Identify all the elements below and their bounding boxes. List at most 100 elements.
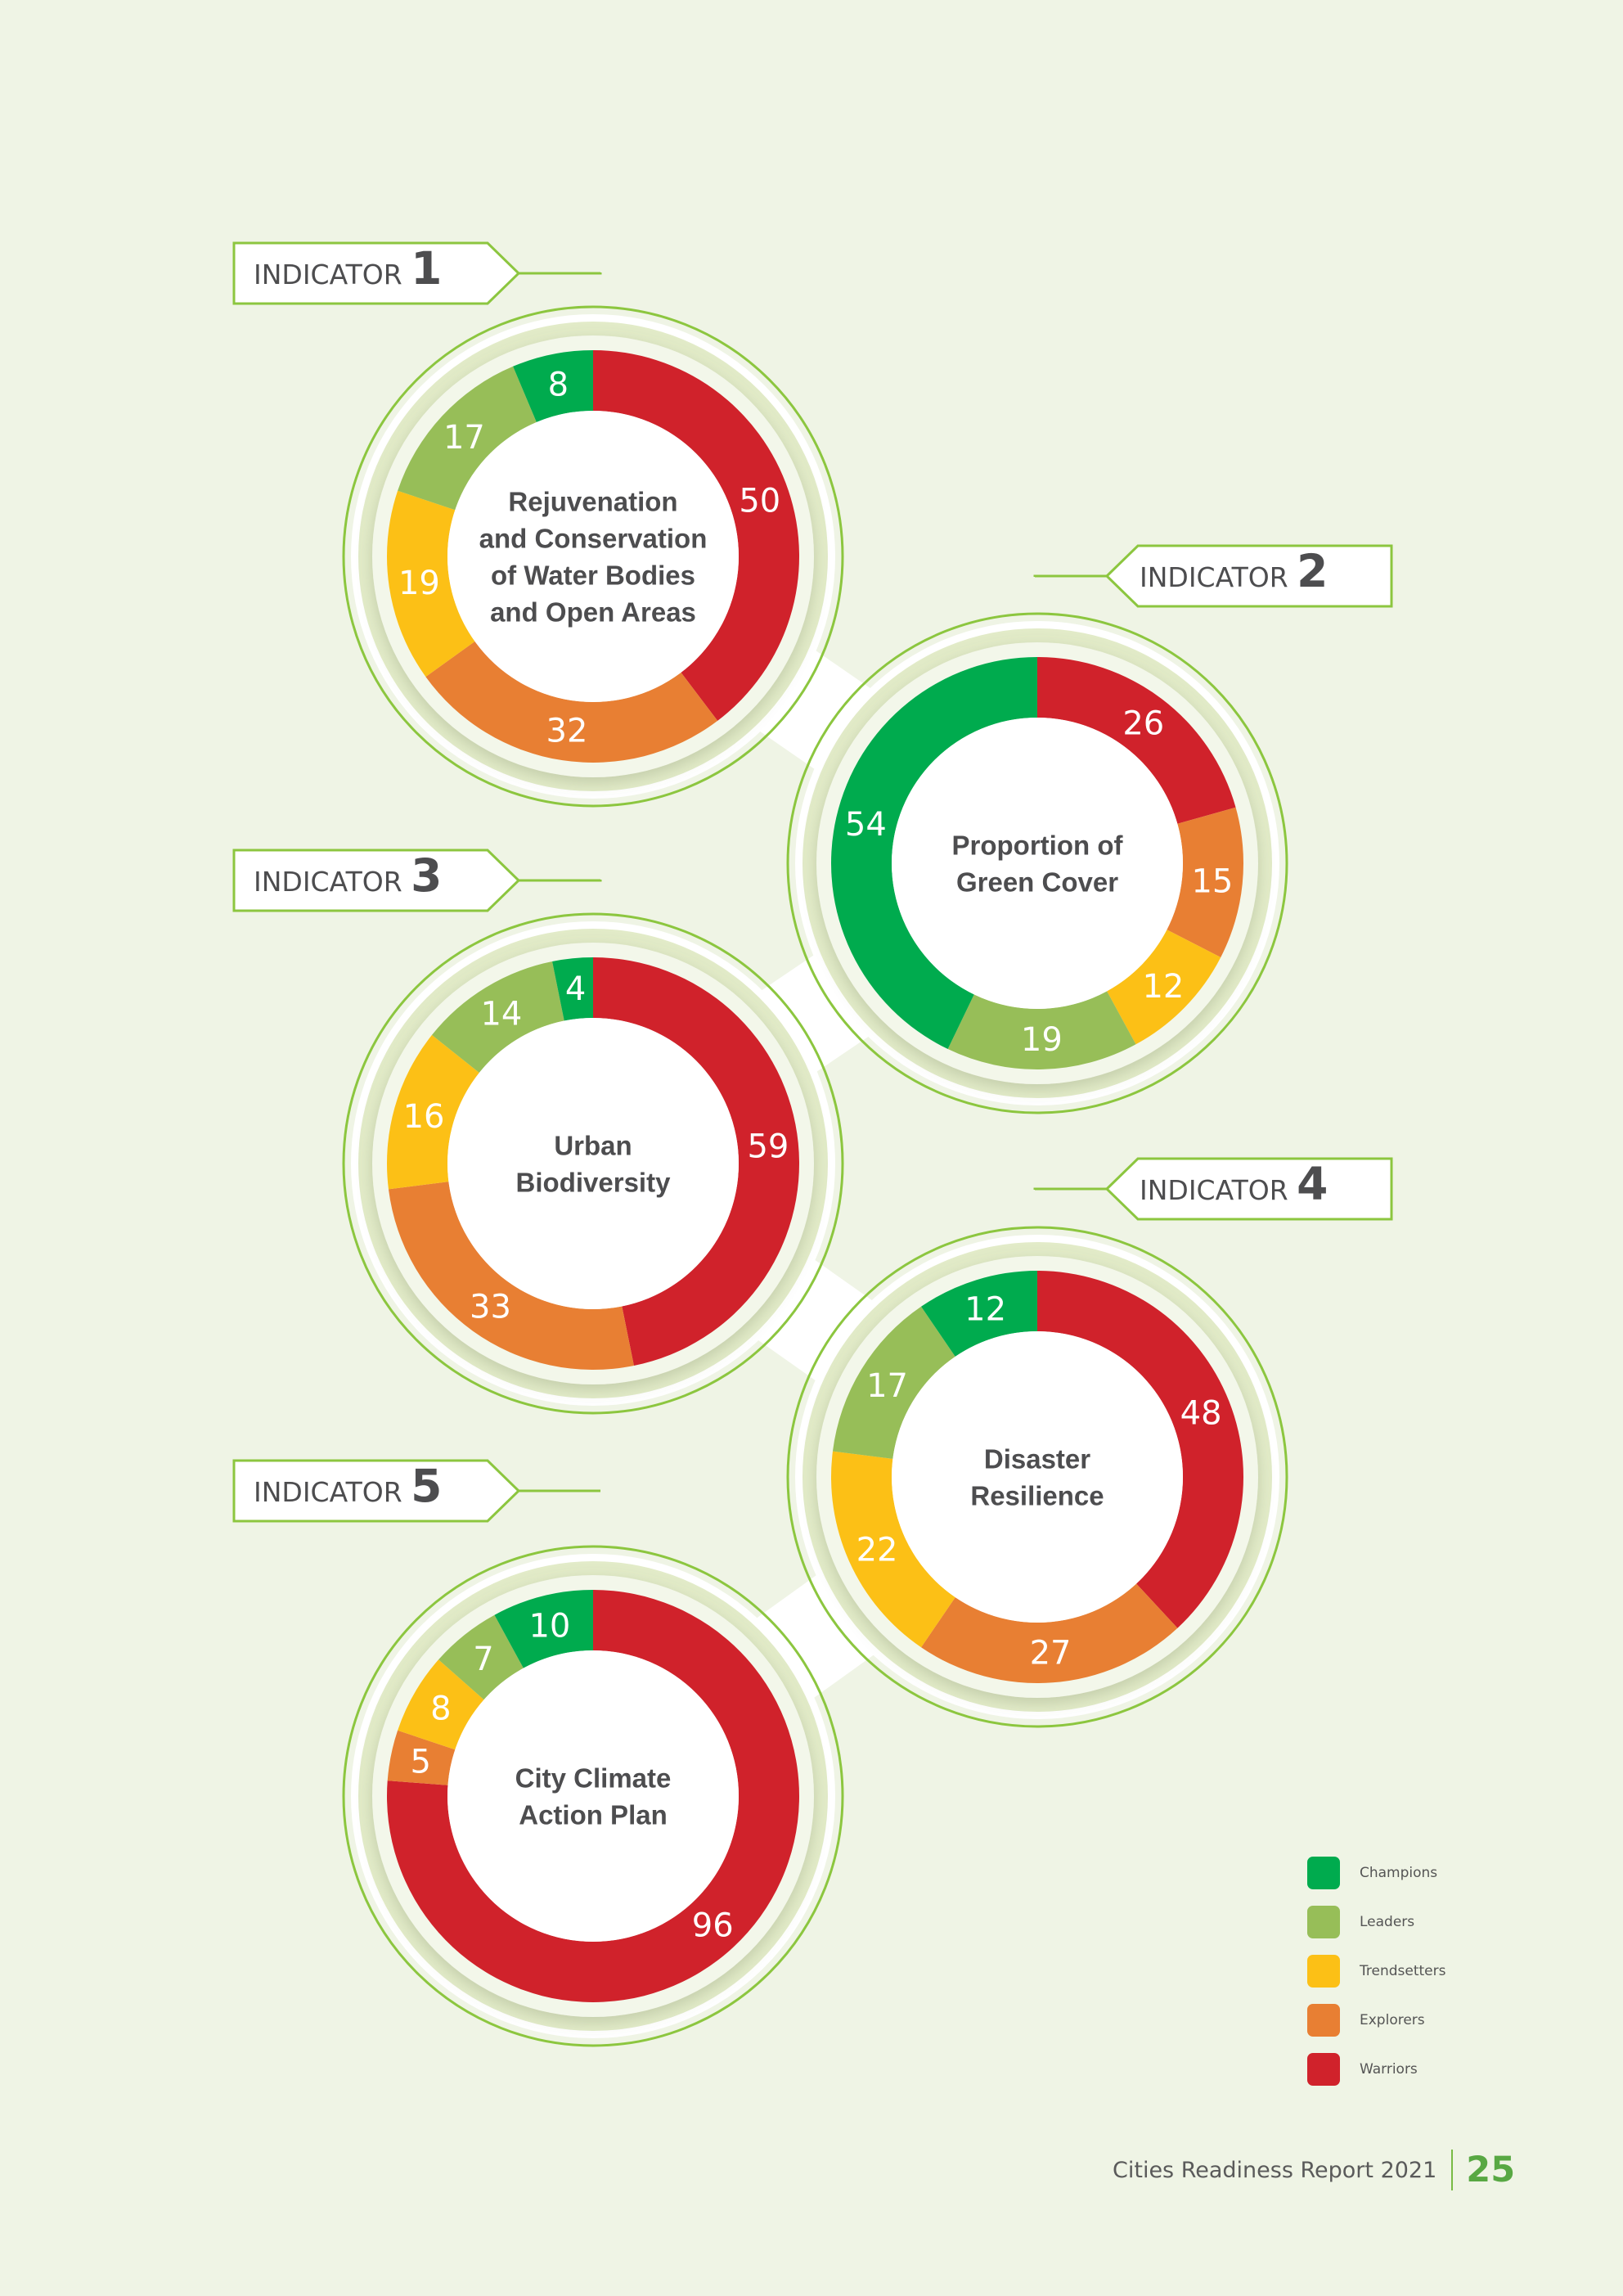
arc-leaders	[832, 1306, 955, 1459]
indicator-title: Action Plan	[519, 1800, 668, 1830]
tag-frame	[232, 1459, 521, 1523]
value-label-warriors: 96	[692, 1907, 734, 1945]
arc-explorers	[425, 641, 718, 763]
arc-explorers	[388, 1182, 634, 1370]
indicator-tag-2: INDICATOR 2	[1033, 544, 1393, 608]
value-label-champions: 8	[548, 366, 569, 403]
page-number: 25	[1466, 2150, 1516, 2190]
indicator-number: 1	[411, 242, 442, 295]
outer-ring	[342, 912, 844, 1415]
indicator-title: City Climate	[515, 1763, 672, 1794]
value-label-trendsetters: 12	[1142, 968, 1184, 1006]
indicator-tag-4: INDICATOR 4	[1033, 1157, 1393, 1221]
value-label-champions: 12	[964, 1291, 1006, 1329]
arc-trendsetters	[387, 1034, 479, 1190]
center-disc	[447, 1018, 739, 1309]
tag-frame	[232, 849, 521, 912]
tag-leader-line	[519, 272, 602, 275]
arc-champions	[513, 350, 593, 422]
indicator-title: and Conservation	[479, 524, 708, 554]
legend-item-trendsetters: Trendsetters	[1307, 1947, 1445, 1996]
indicator-number: 2	[1297, 545, 1328, 597]
indicator-3-donut: 59 33 16 14 4 Urban Biodiversity	[342, 912, 844, 1415]
legend-label-leaders: Leaders	[1360, 1914, 1415, 1930]
value-label-leaders: 17	[443, 419, 485, 457]
arc-trendsetters	[387, 490, 475, 678]
tag-frame	[1104, 544, 1393, 608]
indicator-title: and Open Areas	[490, 597, 696, 628]
indicator-title: Rejuvenation	[508, 487, 677, 517]
arc-champions	[830, 657, 1037, 1050]
value-label-champions: 10	[528, 1608, 570, 1645]
outer-ring	[342, 305, 844, 808]
indicator-label: INDICATOR 4	[1140, 1158, 1328, 1210]
report-title: Cities Readiness Report 2021	[1113, 2157, 1437, 2183]
tag-frame	[232, 241, 521, 305]
indicator-title: Proportion of	[952, 831, 1124, 861]
arc-champions	[921, 1271, 1037, 1357]
outer-ring	[786, 1226, 1288, 1728]
legend-swatch-explorers	[1307, 2004, 1340, 2037]
value-label-trendsetters: 19	[398, 565, 440, 602]
indicator-label: INDICATOR 2	[1140, 545, 1328, 597]
indicator-title: Urban	[554, 1131, 632, 1161]
value-label-warriors: 59	[747, 1128, 789, 1166]
legend-swatch-champions	[1307, 1857, 1340, 1889]
indicator-5-donut: 96 5 87 10 City Climate Action Plan	[342, 1545, 844, 2047]
center-disc	[892, 1331, 1183, 1623]
center-disc	[447, 411, 739, 702]
indicator-label: INDICATOR 3	[254, 849, 442, 902]
legend-item-leaders: Leaders	[1307, 1898, 1445, 1947]
value-label-warriors: 26	[1122, 705, 1164, 743]
indicator-number: 3	[411, 849, 442, 902]
value-label-explorers: 33	[470, 1289, 511, 1326]
legend-item-warriors: Warriors	[1307, 2045, 1445, 2094]
indicator-label: INDICATOR 1	[254, 242, 442, 295]
value-label-leaders: 7	[473, 1641, 493, 1678]
center-disc	[892, 718, 1183, 1009]
value-label-leaders: 19	[1021, 1021, 1063, 1059]
arc-champions	[552, 957, 593, 1021]
value-label-leaders: 14	[480, 996, 522, 1033]
arc-warriors	[1037, 1271, 1244, 1628]
legend-swatch-trendsetters	[1307, 1955, 1340, 1988]
page-footer: Cities Readiness Report 2021 25	[1113, 2145, 1515, 2195]
arc-warriors	[593, 957, 799, 1366]
arc-explorers	[1167, 807, 1244, 957]
center-disc	[447, 1650, 739, 1942]
value-label-champions: 4	[565, 970, 586, 1008]
tag-leader-line	[1033, 574, 1107, 578]
indicator-tag-1: INDICATOR 1	[232, 241, 602, 305]
arc-explorers	[921, 1583, 1178, 1683]
legend-item-explorers: Explorers	[1307, 1996, 1445, 2045]
indicator-4-donut: 48 27 22 17 12 Disaster Resilience	[786, 1226, 1288, 1728]
value-label-explorers: 15	[1191, 862, 1233, 900]
value-label-trendsetters: 8	[430, 1690, 451, 1728]
value-label-warriors: 50	[739, 483, 780, 520]
tag-leader-line	[1033, 1187, 1107, 1191]
indicator-number: 5	[411, 1460, 442, 1512]
value-label-warriors: 48	[1180, 1394, 1222, 1432]
indicator-label: INDICATOR 5	[254, 1460, 442, 1512]
arc-warriors	[593, 350, 800, 721]
legend-swatch-warriors	[1307, 2053, 1340, 2086]
arc-leaders	[398, 366, 537, 511]
legend-label-warriors: Warriors	[1360, 2061, 1418, 2078]
legend: Champions Leaders Trendsetters Explorers…	[1307, 1848, 1445, 2094]
arc-leaders	[438, 1614, 524, 1700]
outer-ring	[342, 1545, 844, 2047]
value-label-explorers: 27	[1030, 1634, 1072, 1672]
legend-label-champions: Champions	[1360, 1865, 1438, 1881]
legend-swatch-leaders	[1307, 1906, 1340, 1938]
legend-label-explorers: Explorers	[1360, 2012, 1425, 2028]
indicator-1-donut: 50 32 19 17 8 Rejuvenation and Conservation of …	[342, 305, 844, 808]
value-label-trendsetters: 16	[403, 1098, 445, 1136]
indicator-title: Resilience	[970, 1481, 1104, 1511]
arc-warriors	[1037, 657, 1236, 824]
indicator-number: 4	[1297, 1158, 1328, 1210]
indicator-2-donut: 26 15 12 19 54 Proportion of Green Cover	[786, 612, 1288, 1114]
indicator-title: Biodiversity	[516, 1168, 672, 1198]
arc-leaders	[431, 961, 564, 1074]
indicator-tag-5: INDICATOR 5	[232, 1459, 600, 1523]
